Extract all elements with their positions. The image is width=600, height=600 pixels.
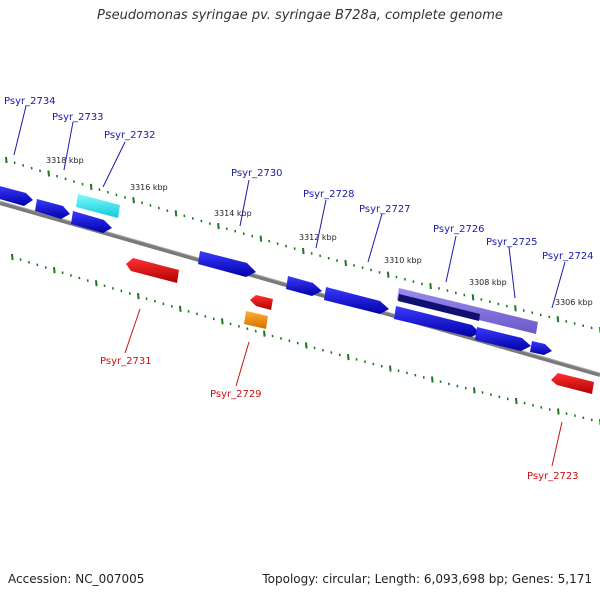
major-tick — [344, 259, 347, 267]
gene-box-psyr-2732[interactable] — [76, 194, 120, 218]
topology-summary: Topology: circular; Length: 6,093,698 bp… — [262, 572, 592, 586]
major-tick — [11, 253, 14, 261]
gene-arrow-psyr-2731[interactable] — [126, 258, 179, 283]
major-tick — [53, 267, 56, 274]
major-tick — [302, 247, 305, 255]
major-tick — [471, 294, 475, 301]
gene-label-psyr-2732[interactable]: Psyr_2732 — [104, 130, 156, 141]
major-tick — [5, 156, 8, 164]
major-tick — [47, 170, 50, 177]
major-tick — [515, 397, 518, 405]
major-tick — [263, 330, 266, 337]
major-tick — [217, 223, 220, 230]
major-tick — [179, 305, 182, 312]
scale-label: 3306 kbp — [555, 298, 593, 307]
gene-arrow-psyr-2725-a[interactable] — [394, 306, 480, 337]
gene-arrow-psyr-2732b[interactable] — [71, 211, 112, 233]
gene-label-psyr-2723[interactable]: Psyr_2723 — [527, 471, 579, 482]
scale-label: 3308 kbp — [469, 278, 507, 287]
major-tick — [89, 183, 93, 190]
accession-label: Accession: NC_007005 — [8, 572, 145, 586]
gene-arrow-psyr-2733[interactable] — [35, 199, 70, 219]
gene-arrow-psyr-2734[interactable] — [0, 185, 33, 206]
gene-label-psyr-2727[interactable]: Psyr_2727 — [359, 204, 411, 215]
scale-label: 3318 kbp — [46, 156, 84, 165]
major-tick — [347, 354, 350, 361]
major-tick — [514, 305, 517, 312]
gene-arrow-psyr-2729-red[interactable] — [250, 295, 273, 310]
map-title: Pseudomonas syringae pv. syringae B728a,… — [97, 8, 503, 23]
gene-label-psyr-2725[interactable]: Psyr_2725 — [486, 237, 538, 248]
major-tick — [556, 316, 560, 323]
gene-label-psyr-2734[interactable]: Psyr_2734 — [4, 96, 56, 107]
scale-ticks-outer — [5, 156, 600, 334]
gene-arrow-psyr-2723[interactable] — [551, 373, 594, 394]
gene-box-psyr-2729[interactable] — [244, 311, 268, 329]
major-tick — [386, 271, 390, 278]
major-tick — [557, 408, 560, 415]
scale-label: 3316 kbp — [130, 183, 168, 192]
gene-arrow-psyr-2730[interactable] — [198, 251, 256, 277]
gene-label-psyr-2733[interactable]: Psyr_2733 — [52, 112, 104, 123]
gene-arrow-psyr-2727[interactable] — [324, 287, 389, 314]
leader-lines — [13, 105, 566, 467]
major-tick — [137, 293, 140, 300]
major-tick — [389, 365, 392, 372]
gene-arrow-psyr-2725[interactable] — [475, 327, 531, 351]
major-tick — [259, 235, 263, 242]
gene-label-psyr-2728[interactable]: Psyr_2728 — [303, 189, 355, 200]
gene-arrow-psyr-2728[interactable] — [286, 276, 322, 296]
major-tick — [429, 283, 432, 290]
gene-label-psyr-2726[interactable]: Psyr_2726 — [433, 224, 485, 235]
gene-label-psyr-2724[interactable]: Psyr_2724 — [542, 251, 594, 262]
major-tick — [305, 342, 308, 349]
scale-ticks-inner — [11, 253, 600, 426]
major-tick — [95, 280, 98, 287]
major-tick — [132, 197, 135, 204]
gene-box-psyr-2726[interactable] — [397, 288, 538, 334]
gene-label-psyr-2731[interactable]: Psyr_2731 — [100, 356, 152, 367]
major-tick — [473, 387, 476, 394]
gene-label-psyr-2729[interactable]: Psyr_2729 — [210, 389, 262, 400]
major-tick — [221, 318, 224, 325]
scale-label: 3314 kbp — [214, 209, 252, 218]
major-tick — [431, 376, 434, 383]
gene-label-psyr-2730[interactable]: Psyr_2730 — [231, 168, 283, 179]
gene-arrow-psyr-2724[interactable] — [530, 341, 552, 355]
major-tick — [174, 210, 178, 217]
scale-label: 3310 kbp — [384, 256, 422, 265]
